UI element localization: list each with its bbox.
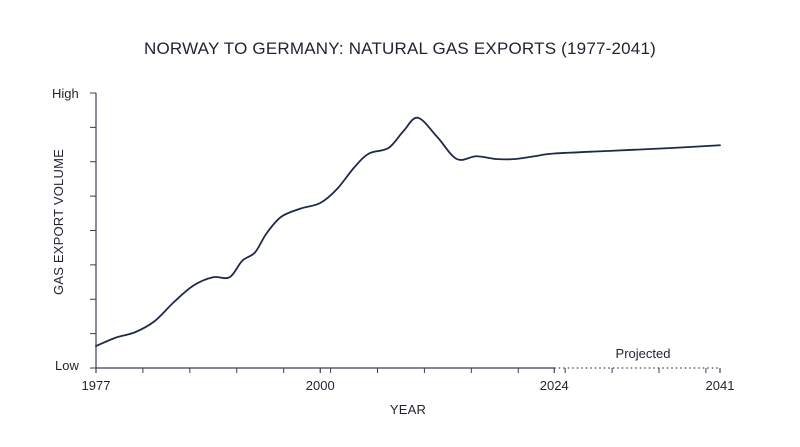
axes [90, 92, 721, 373]
x-tick-label: 1977 [82, 378, 111, 393]
y-tick-high-label: High [52, 86, 79, 101]
x-tick-label: 2000 [306, 378, 335, 393]
gas-export-line [95, 116, 721, 347]
y-axis-title: GAS EXPORT VOLUME [51, 149, 66, 295]
x-axis-title: YEAR [390, 402, 426, 417]
x-tick-label: 2041 [706, 378, 735, 393]
chart-title: NORWAY TO GERMANY: NATURAL GAS EXPORTS (… [144, 39, 656, 58]
labels: NORWAY TO GERMANY: NATURAL GAS EXPORTS (… [51, 39, 734, 417]
line-series [95, 116, 721, 347]
y-tick-low-label: Low [55, 358, 79, 373]
x-tick-label: 2024 [540, 378, 569, 393]
projected-label: Projected [616, 346, 671, 361]
